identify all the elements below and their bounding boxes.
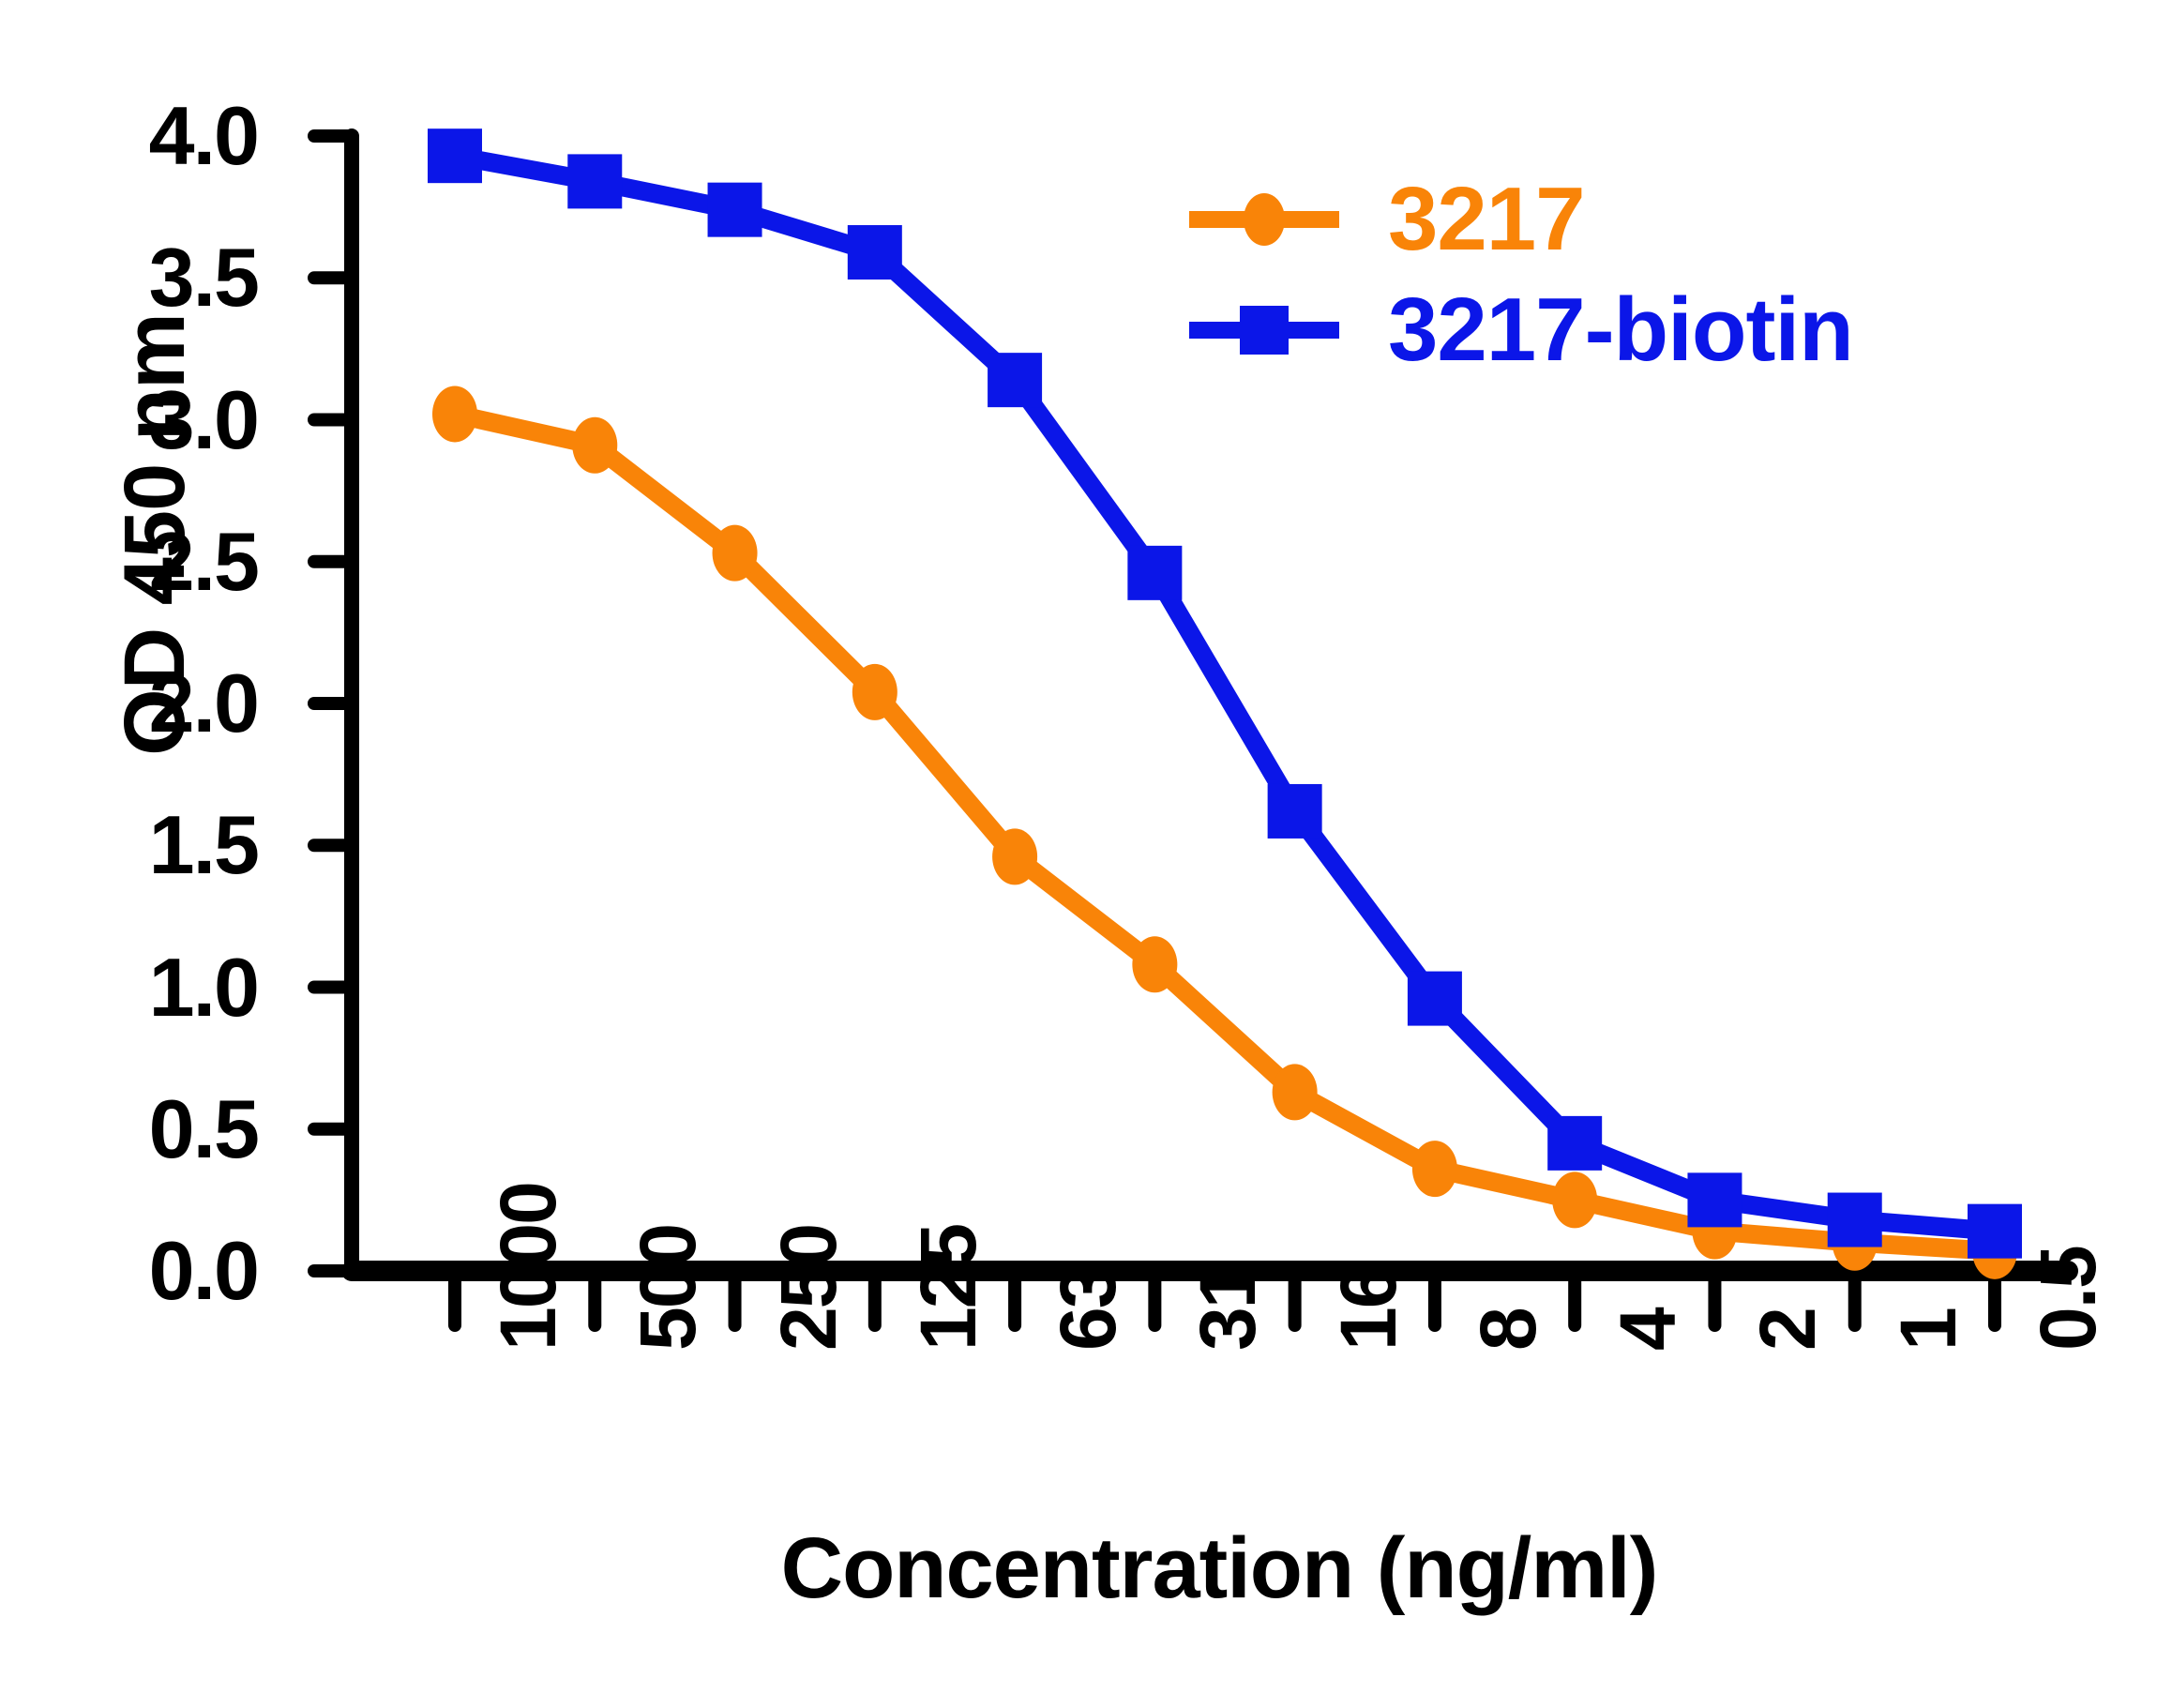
data-point-marker	[1132, 936, 1178, 993]
y-axis-tick-label: 3.5	[148, 231, 260, 325]
data-point-marker	[1267, 783, 1322, 839]
data-point-marker	[712, 524, 758, 582]
legend-item: 3217-biotin	[1189, 275, 1854, 385]
data-point-marker	[1407, 971, 1462, 1026]
data-point-marker	[432, 385, 477, 443]
data-point-marker	[1272, 1064, 1318, 1121]
data-point-marker	[567, 154, 623, 209]
x-axis-tick-label: 1000	[484, 1183, 572, 1351]
legend-swatch	[1189, 191, 1339, 248]
x-axis-tick-label: 250	[763, 1224, 852, 1351]
y-axis-tick-label: 0.5	[148, 1081, 260, 1175]
y-axis-tick-label: 3.0	[148, 372, 260, 466]
square-marker-icon	[1240, 306, 1289, 355]
x-axis-tick-label: 31	[1184, 1266, 1273, 1351]
x-axis-tick-label: 4	[1604, 1308, 1693, 1351]
y-axis-tick-label: 1.5	[148, 798, 260, 892]
legend-label: 3217-biotin	[1388, 280, 1854, 380]
data-point-marker	[1968, 1203, 2022, 1259]
data-point-marker	[1547, 1115, 1603, 1171]
legend-item: 3217	[1189, 164, 1853, 275]
data-point-marker	[1827, 1192, 1882, 1247]
y-axis-tick-label: 1.0	[148, 940, 260, 1034]
data-point-marker	[992, 828, 1038, 885]
data-point-marker	[707, 182, 762, 237]
data-point-marker	[852, 663, 897, 720]
series-3217	[432, 385, 2017, 1279]
y-axis-tick-label: 4.0	[148, 89, 260, 182]
data-point-marker	[572, 416, 618, 474]
x-axis-tick-label: 0.5	[2024, 1247, 2112, 1351]
data-point-marker	[428, 128, 482, 184]
x-axis-ticks	[448, 1264, 2001, 1332]
x-axis-tick-label: 2	[1743, 1308, 1833, 1351]
series-line	[445, 404, 2004, 1261]
data-point-marker	[1127, 545, 1183, 600]
circle-marker-icon	[1244, 193, 1285, 246]
x-axis-tick-label: 500	[624, 1224, 713, 1351]
legend-swatch	[1189, 302, 1339, 358]
data-point-marker	[1411, 1141, 1457, 1198]
data-series-layer	[428, 128, 2022, 1279]
data-point-marker	[1552, 1171, 1598, 1229]
x-axis-tick-label: 16	[1323, 1266, 1412, 1351]
x-axis-tick-label: 8	[1463, 1308, 1552, 1351]
x-axis-tick-label: 125	[903, 1224, 992, 1351]
x-axis-tick-label: 63	[1044, 1266, 1133, 1351]
x-axis-title: Concentration (ng/ml)	[780, 1520, 1659, 1616]
data-point-marker	[847, 225, 902, 280]
y-axis-tick-label: 2.0	[148, 657, 260, 749]
data-point-marker	[988, 353, 1043, 408]
y-axis-tick-label: 0.0	[148, 1224, 260, 1317]
data-point-marker	[1687, 1172, 1742, 1228]
y-axis-tick-label: 2.5	[148, 514, 260, 608]
legend-label: 3217	[1388, 169, 1586, 269]
x-axis-tick-label: 1	[1883, 1308, 1972, 1351]
chart-legend: 3217 3217-biotin	[1189, 164, 1854, 385]
series-3217-biotin	[428, 128, 2022, 1259]
y-axis-ticks	[308, 129, 358, 1277]
